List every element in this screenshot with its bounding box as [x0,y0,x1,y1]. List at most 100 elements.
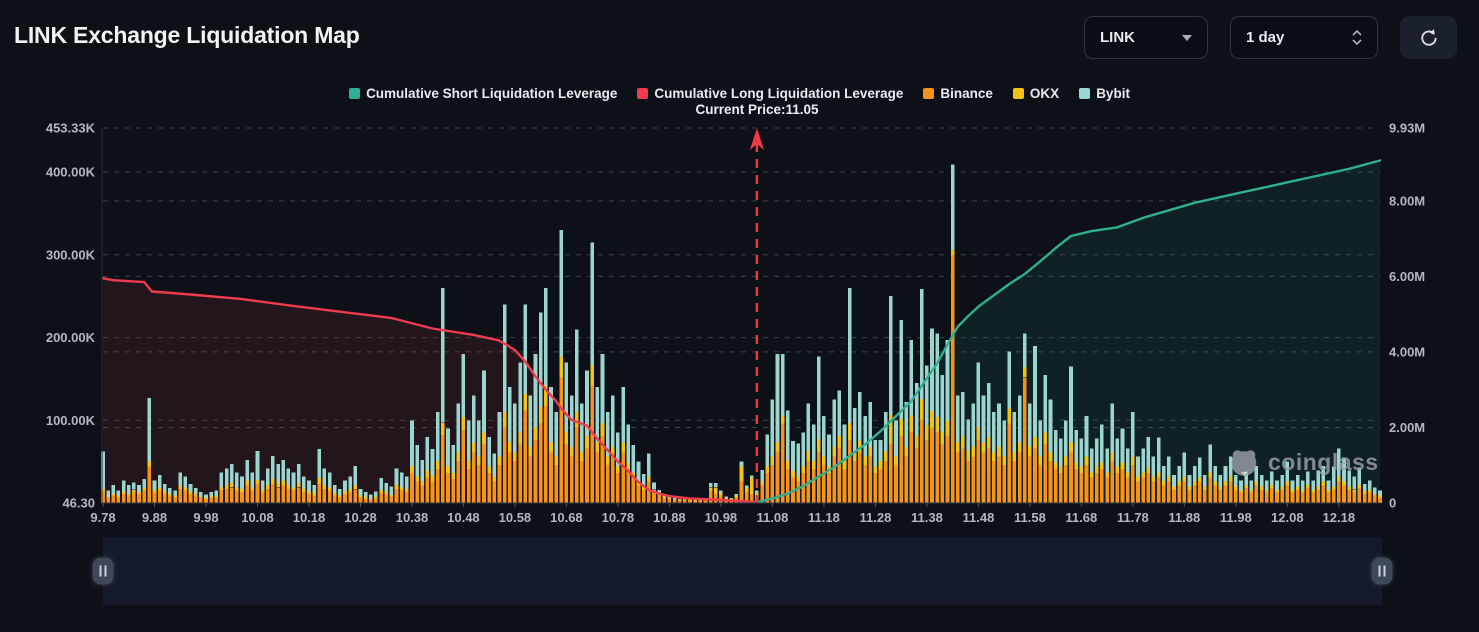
bar-okx [533,427,538,441]
bar-bybit [327,472,332,488]
interval-select[interactable]: 1 day [1230,16,1378,59]
symbol-select[interactable]: LINK [1084,16,1208,59]
bar-bybit [631,445,636,473]
bar-okx [389,494,394,497]
bar-okx [611,446,615,457]
right-axis-label: 4.00M [1389,344,1425,359]
refresh-button[interactable] [1400,16,1457,59]
bar-bybit [379,478,383,490]
bar-bybit [1017,395,1022,443]
bar-binance [1306,488,1310,503]
legend-item[interactable]: Cumulative Short Liquidation Leverage [349,86,617,101]
navigator-handle-left[interactable] [92,557,114,585]
bar-okx [137,492,141,494]
x-axis-label: 11.48 [962,510,994,525]
bar-bybit [559,230,564,357]
bar-okx [1301,489,1305,493]
bar-binance [842,469,847,503]
bar-okx [332,493,337,496]
bar-okx [1213,481,1217,486]
bar-binance [914,448,919,503]
bar-okx [708,487,713,491]
bar-bybit [1146,436,1151,468]
bar-okx [188,491,193,494]
bar-okx [348,488,352,493]
bar-binance [1069,452,1073,503]
legend-item[interactable]: Cumulative Long Liquidation Leverage [637,86,903,101]
bar-bybit [302,476,306,489]
bar-okx [1203,486,1207,490]
bar-okx [399,487,404,491]
bar-bybit [1033,345,1037,437]
bar-okx [111,493,116,496]
bar-bybit [374,491,378,497]
bar-binance [904,456,909,503]
legend-item[interactable]: OKX [1012,86,1059,101]
bar-bybit [204,494,208,498]
bar-okx [1089,472,1094,478]
bar-okx [564,431,569,445]
bar-binance [858,452,862,503]
bar-binance [471,452,476,503]
bar-binance [116,497,121,503]
bar-bybit [152,480,157,490]
bar-okx [1146,467,1151,474]
legend-label: Binance [940,86,993,101]
bar-okx [688,499,692,501]
bar-binance [1110,460,1114,503]
bar-binance [1326,492,1331,503]
bar-bybit [461,354,466,417]
bar-bybit [945,340,950,422]
bar-bybit [832,399,836,447]
bar-bybit [1105,448,1109,473]
bar-okx [441,422,445,436]
legend-item[interactable]: Binance [923,86,993,101]
liquidation-chart[interactable]: 453.33K 400.00K 300.00K 200.00K 100.00K 46.30… [0,0,1479,535]
bar-okx [1069,442,1073,453]
x-axis-label: 11.98 [1220,510,1252,525]
bar-bybit [101,451,105,489]
navigator-handle-right[interactable] [1371,557,1393,585]
bar-binance [1352,492,1357,503]
bar-bybit [286,468,291,485]
bar-okx [513,452,517,461]
bar-bybit [157,474,162,488]
bar-binance [1295,489,1300,503]
navigator[interactable] [92,537,1393,605]
bar-okx [889,414,893,444]
bar-binance [760,485,764,503]
bar-binance [173,497,177,503]
bar-bybit [878,440,883,461]
legend-item[interactable]: Bybit [1079,86,1130,101]
bar-binance [883,460,888,503]
bar-bybit [1347,470,1351,487]
bar-binance [307,493,311,503]
bar-okx [163,491,167,494]
bar-okx [909,415,914,432]
bar-binance [847,440,852,503]
bar-bybit [199,492,203,497]
left-axis-label: 100.00K [46,413,96,428]
symbol-select-value: LINK [1100,29,1135,46]
bar-okx [410,466,414,474]
bar-okx [384,492,388,495]
bar-bybit [976,362,981,427]
bar-okx [559,356,564,378]
bar-bybit [863,416,867,457]
bar-binance [1156,477,1161,503]
bar-binance [672,499,677,503]
bar-bybit [816,356,821,440]
bar-binance [652,492,656,503]
bar-okx [296,483,301,488]
bar-binance [600,436,605,503]
bar-binance [394,488,399,503]
bar-binance [765,473,769,503]
bar-binance [585,448,589,503]
bar-binance [641,489,646,503]
bar-okx [456,452,461,461]
bar-bybit [708,483,713,488]
bar-bybit [765,434,769,467]
bar-okx [544,385,548,407]
bar-bybit [163,484,167,492]
bar-okx [914,436,919,449]
